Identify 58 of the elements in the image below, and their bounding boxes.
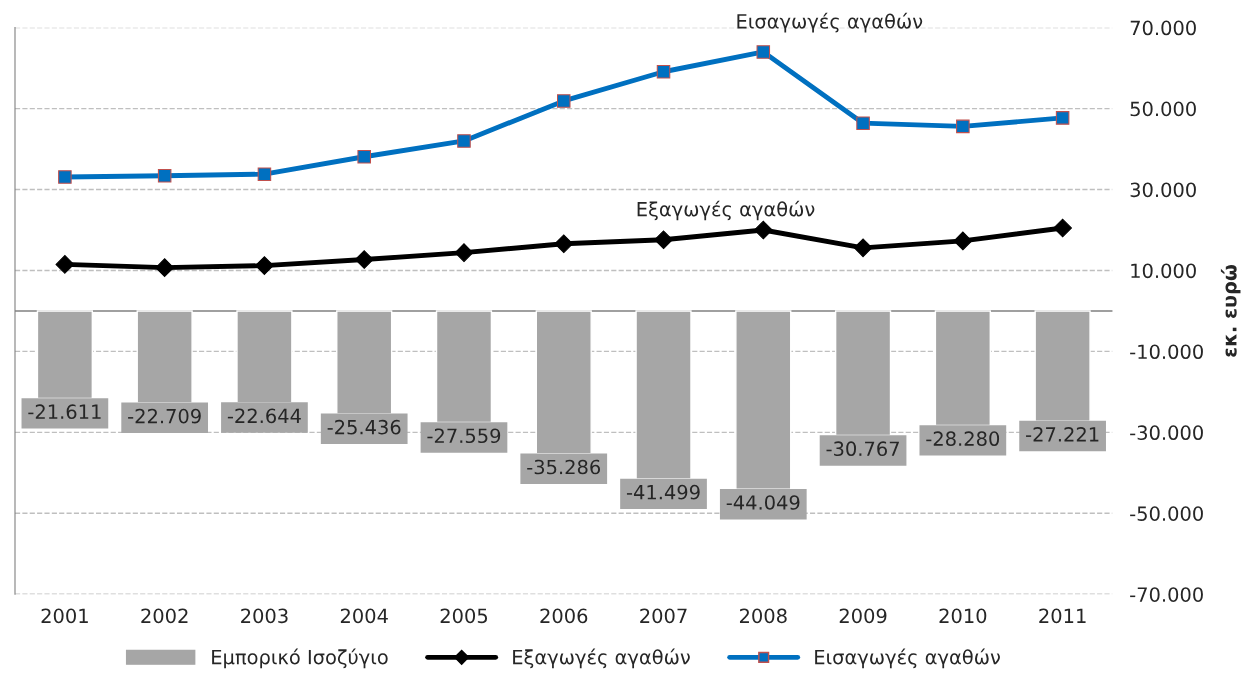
- x-tick-label: 2010: [939, 608, 987, 624]
- point: [753, 220, 773, 240]
- legend-label: Εξαγωγές αγαθών: [513, 648, 690, 669]
- point: [157, 169, 172, 183]
- point: [554, 234, 574, 254]
- y-axis-title: εκ. ευρώ: [1220, 265, 1241, 357]
- point: [956, 119, 970, 134]
- annotation: Εισαγωγές αγαθών: [737, 12, 923, 33]
- y-tick-label: 30.000: [1130, 182, 1196, 198]
- x-tick-label: 2007: [640, 608, 687, 624]
- point: [457, 134, 471, 148]
- point: [454, 243, 474, 263]
- y-tick-label: 10.000: [1131, 263, 1196, 279]
- point: [155, 258, 175, 277]
- y-tick-label: -10.000: [1130, 344, 1203, 360]
- data-label: -41.499: [626, 484, 700, 500]
- data-label: -30.767: [826, 441, 899, 457]
- point: [357, 149, 371, 164]
- x-tick-label: 2009: [839, 608, 887, 624]
- point: [853, 238, 873, 258]
- data-label: -22.644: [227, 408, 301, 424]
- x-tick-label: 2001: [41, 608, 88, 624]
- x-tick-label: 2002: [141, 608, 188, 624]
- y-tick-label: -30.000: [1130, 425, 1203, 441]
- y-tick-label: 70.000: [1130, 20, 1196, 36]
- x-tick-label: 2006: [540, 608, 588, 624]
- y-tick-label: -50.000: [1130, 506, 1203, 521]
- x-tick-label: 2008: [739, 608, 787, 624]
- annotation: Εξαγωγές αγαθών: [637, 200, 815, 221]
- point: [55, 255, 75, 274]
- x-tick-label: 2005: [440, 608, 488, 624]
- legend-label: Εμπορικό Ισοζύγιο: [212, 648, 388, 669]
- point: [1053, 218, 1072, 238]
- point: [58, 170, 72, 184]
- data-label: -27.221: [1026, 427, 1099, 442]
- point: [654, 230, 673, 250]
- point: [1055, 111, 1070, 125]
- data-label: -25.436: [327, 419, 401, 435]
- point: [556, 94, 571, 108]
- legend-label: Εισαγωγές αγαθών: [815, 648, 1000, 669]
- point: [656, 64, 671, 79]
- y-tick-label: 50.000: [1130, 101, 1196, 117]
- point: [756, 45, 771, 59]
- data-label: -27.559: [427, 428, 501, 444]
- point: [354, 250, 374, 269]
- x-tick-label: 2003: [241, 608, 288, 624]
- x-tick-label: 2004: [340, 608, 388, 624]
- point: [856, 116, 870, 130]
- data-label: -21.611: [28, 404, 101, 420]
- data-label: -44.049: [726, 495, 800, 510]
- data-label: -22.709: [128, 408, 201, 424]
- point: [953, 231, 973, 251]
- data-label: -35.286: [527, 459, 601, 475]
- x-tick-label: 2011: [1039, 608, 1086, 624]
- data-label: -28.280: [926, 431, 1000, 447]
- point: [255, 256, 274, 275]
- point: [257, 167, 272, 181]
- y-tick-label: -70.000: [1130, 587, 1203, 602]
